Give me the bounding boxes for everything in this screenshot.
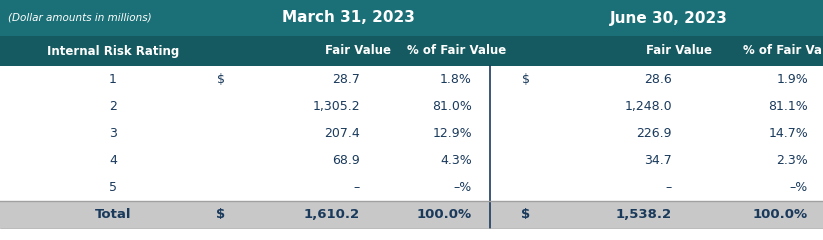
- Text: 81.1%: 81.1%: [768, 100, 808, 113]
- Text: 1: 1: [109, 73, 117, 86]
- Text: $: $: [217, 73, 225, 86]
- Text: 81.0%: 81.0%: [432, 100, 472, 113]
- Text: 226.9: 226.9: [636, 127, 672, 140]
- Text: 28.7: 28.7: [332, 73, 360, 86]
- Text: 68.9: 68.9: [332, 154, 360, 167]
- Text: Fair Value: Fair Value: [326, 44, 392, 58]
- Text: Total: Total: [95, 208, 131, 221]
- Text: $: $: [522, 73, 530, 86]
- Text: 100.0%: 100.0%: [753, 208, 808, 221]
- Text: 1,538.2: 1,538.2: [616, 208, 672, 221]
- Text: March 31, 2023: March 31, 2023: [282, 11, 415, 25]
- Text: 207.4: 207.4: [324, 127, 360, 140]
- Text: –: –: [666, 181, 672, 194]
- Text: 1,610.2: 1,610.2: [304, 208, 360, 221]
- Text: $: $: [521, 208, 530, 221]
- Text: 14.7%: 14.7%: [768, 127, 808, 140]
- Text: % of Fair Value: % of Fair Value: [743, 44, 823, 58]
- Text: Internal Risk Rating: Internal Risk Rating: [47, 44, 179, 58]
- Text: 34.7: 34.7: [644, 154, 672, 167]
- Text: –%: –%: [453, 181, 472, 194]
- Text: –: –: [354, 181, 360, 194]
- Text: 100.0%: 100.0%: [417, 208, 472, 221]
- Text: 4: 4: [109, 154, 117, 167]
- Text: June 30, 2023: June 30, 2023: [610, 11, 728, 25]
- Text: $: $: [216, 208, 225, 221]
- Bar: [0, 36, 823, 66]
- Text: 4.3%: 4.3%: [440, 154, 472, 167]
- Bar: [0, 0, 823, 36]
- Text: 5: 5: [109, 181, 117, 194]
- Text: Fair Value: Fair Value: [646, 44, 712, 58]
- Text: 2: 2: [109, 100, 117, 113]
- Bar: [0, 201, 823, 228]
- Text: 28.6: 28.6: [644, 73, 672, 86]
- Text: 1.9%: 1.9%: [776, 73, 808, 86]
- Text: 1,248.0: 1,248.0: [625, 100, 672, 113]
- Text: –%: –%: [790, 181, 808, 194]
- Text: 12.9%: 12.9%: [432, 127, 472, 140]
- Text: 2.3%: 2.3%: [776, 154, 808, 167]
- Text: % of Fair Value: % of Fair Value: [407, 44, 507, 58]
- Text: 1.8%: 1.8%: [440, 73, 472, 86]
- Text: 3: 3: [109, 127, 117, 140]
- Text: 1,305.2: 1,305.2: [313, 100, 360, 113]
- Text: (Dollar amounts in millions): (Dollar amounts in millions): [8, 13, 151, 23]
